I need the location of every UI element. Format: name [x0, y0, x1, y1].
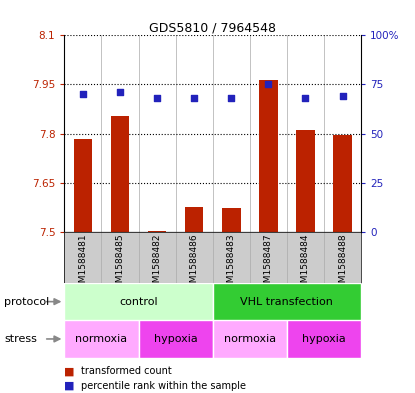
Bar: [213, 283, 361, 320]
Point: [154, 95, 160, 101]
Text: GSM1588484: GSM1588484: [301, 233, 310, 294]
Bar: [73, 138, 92, 232]
Bar: [222, 208, 241, 232]
Bar: [259, 79, 278, 232]
Title: GDS5810 / 7964548: GDS5810 / 7964548: [149, 21, 276, 34]
Bar: [296, 130, 315, 232]
Text: GSM1588483: GSM1588483: [227, 233, 236, 294]
Text: GSM1588481: GSM1588481: [78, 233, 88, 294]
Bar: [148, 231, 166, 232]
Bar: [287, 320, 361, 358]
Text: normoxia: normoxia: [224, 334, 276, 344]
Point: [265, 81, 272, 88]
Point: [117, 89, 123, 95]
Point: [228, 95, 234, 101]
Point: [339, 93, 346, 99]
Point: [80, 91, 86, 97]
Bar: [139, 320, 213, 358]
Text: GSM1588486: GSM1588486: [190, 233, 199, 294]
Point: [302, 95, 309, 101]
Text: GSM1588485: GSM1588485: [115, 233, 124, 294]
Text: normoxia: normoxia: [76, 334, 127, 344]
Text: hypoxia: hypoxia: [154, 334, 198, 344]
Text: stress: stress: [4, 334, 37, 344]
Text: transformed count: transformed count: [81, 366, 172, 376]
Text: protocol: protocol: [4, 297, 49, 307]
Point: [191, 95, 198, 101]
Text: ■: ■: [64, 366, 75, 376]
Bar: [64, 320, 139, 358]
Text: control: control: [119, 297, 158, 307]
Text: VHL transfection: VHL transfection: [240, 297, 333, 307]
Text: hypoxia: hypoxia: [302, 334, 346, 344]
Text: GSM1588488: GSM1588488: [338, 233, 347, 294]
Text: GSM1588482: GSM1588482: [153, 233, 161, 294]
Text: ■: ■: [64, 381, 75, 391]
Text: percentile rank within the sample: percentile rank within the sample: [81, 381, 246, 391]
Bar: [185, 207, 203, 232]
Bar: [333, 135, 352, 232]
Text: GSM1588487: GSM1588487: [264, 233, 273, 294]
Bar: [213, 320, 287, 358]
Bar: [111, 116, 129, 232]
Bar: [64, 283, 213, 320]
